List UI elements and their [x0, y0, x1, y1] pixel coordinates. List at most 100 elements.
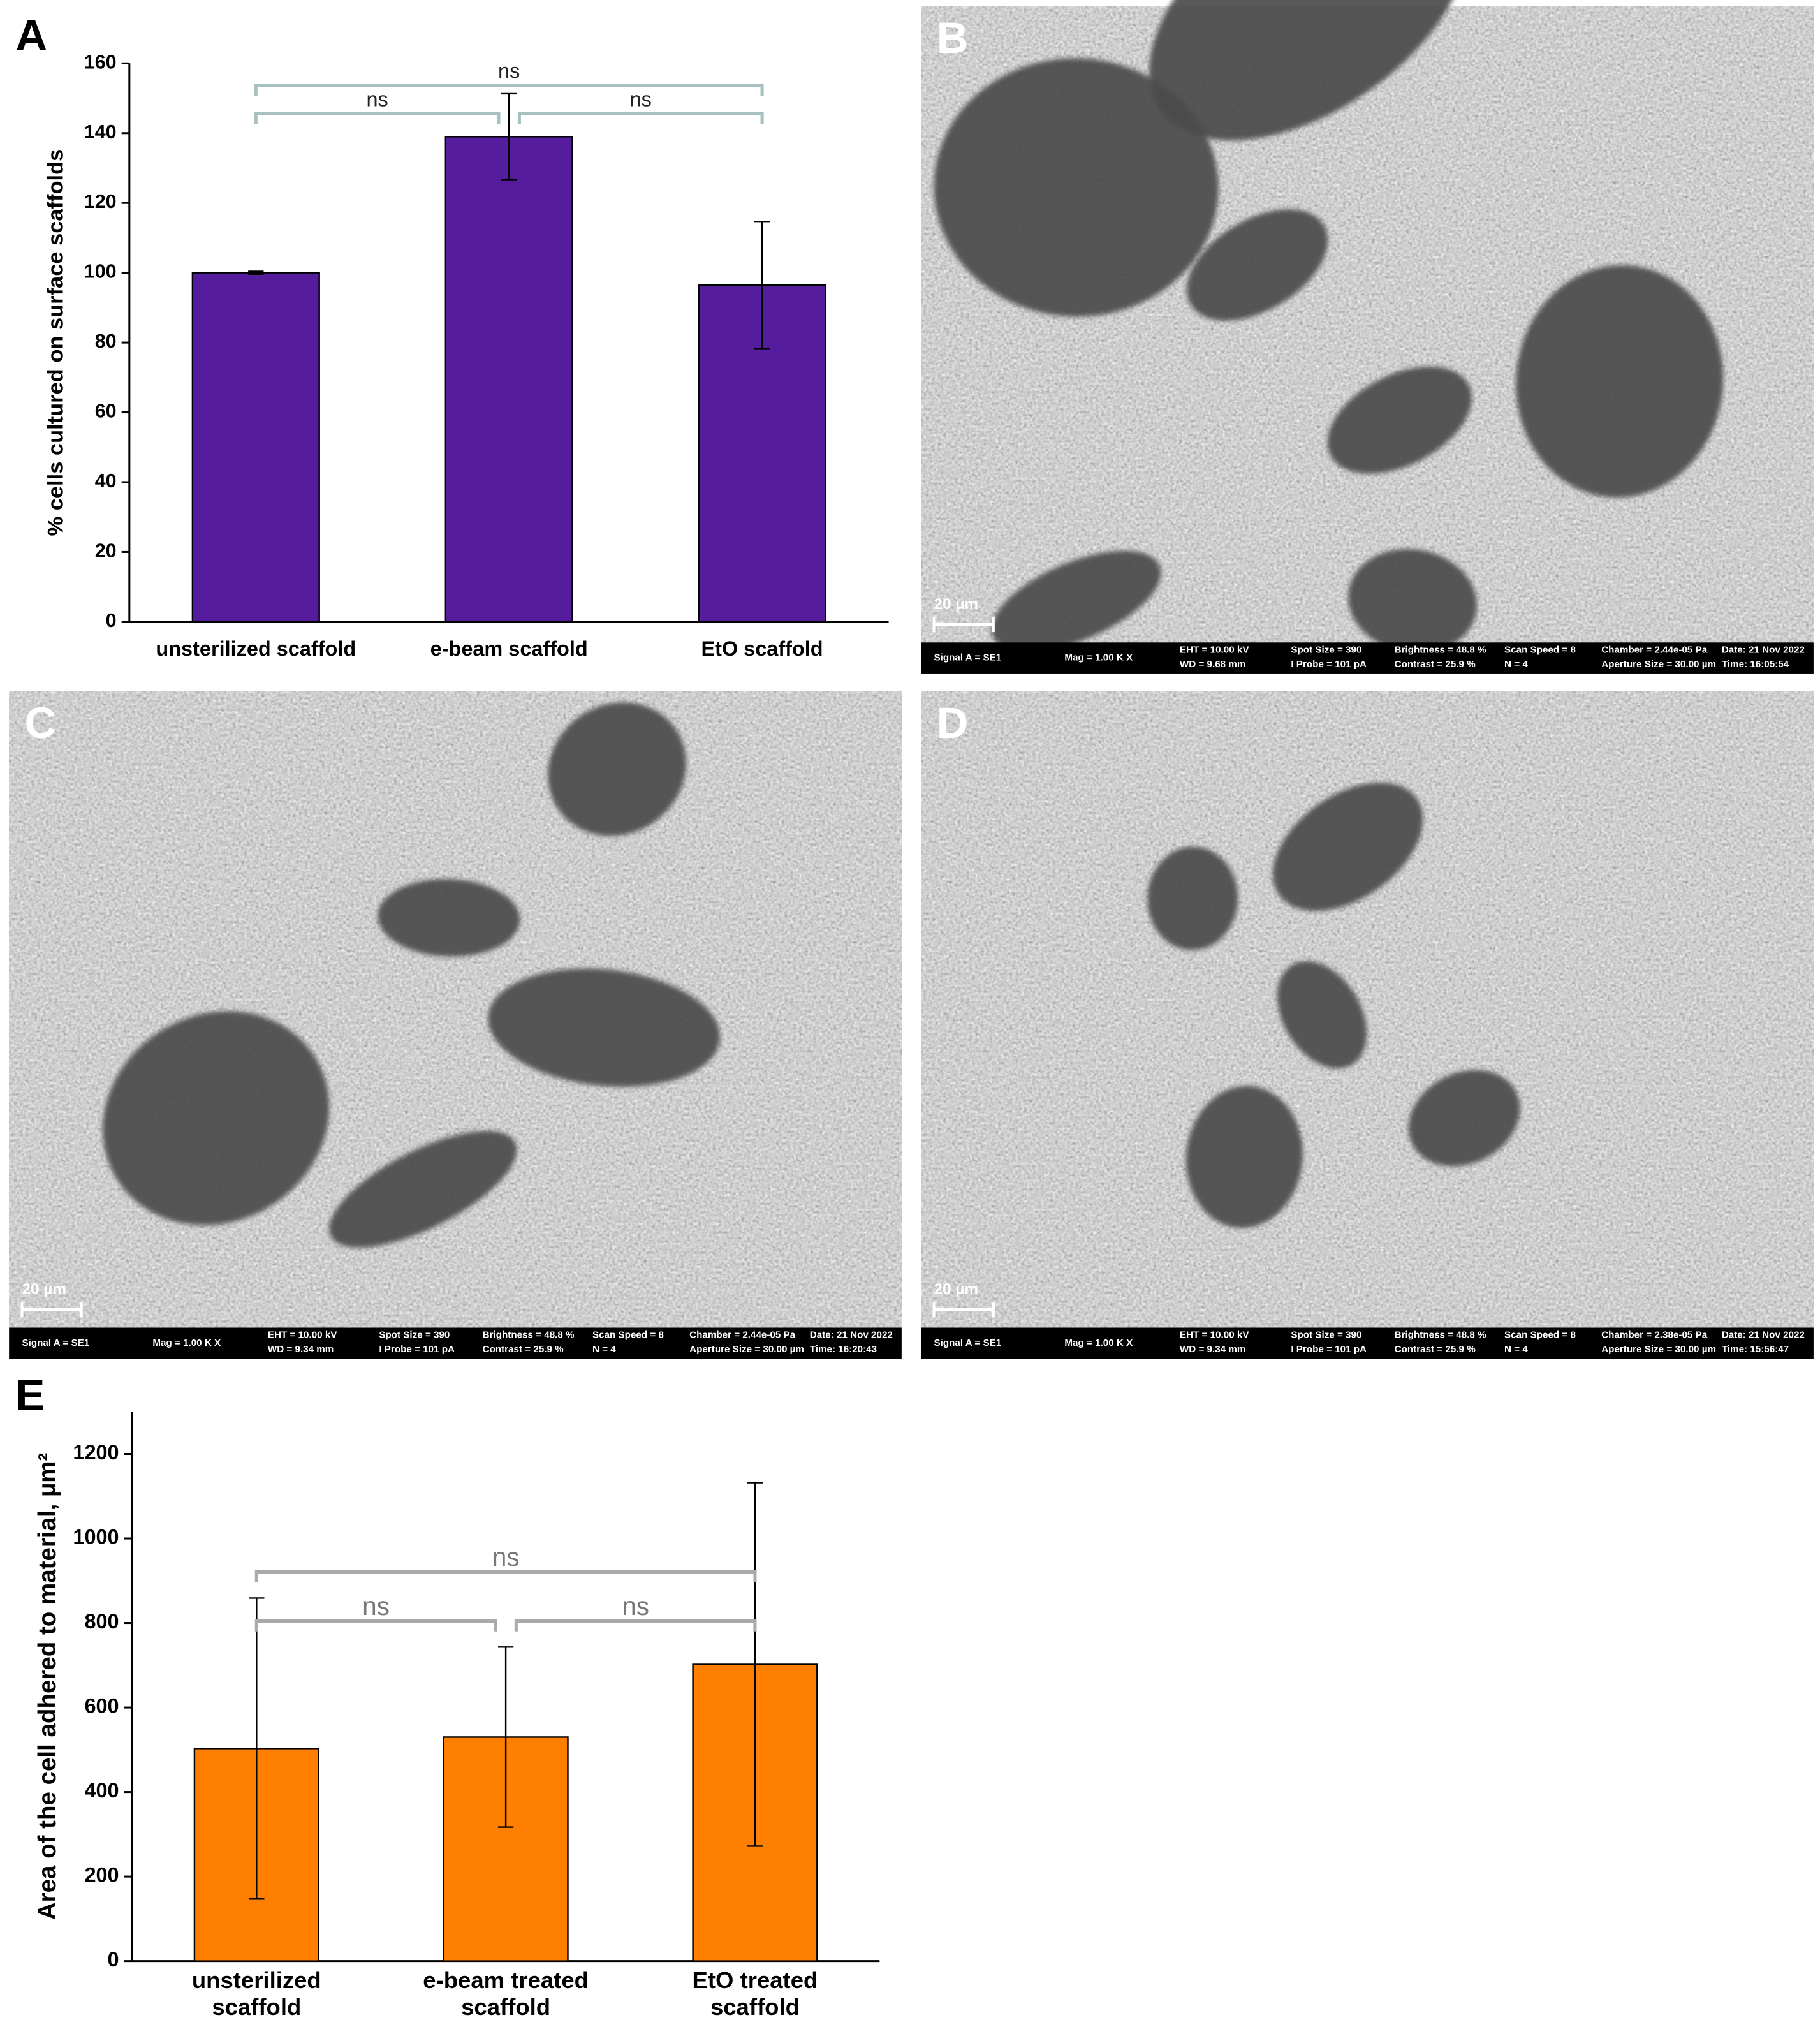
bar: [191, 272, 320, 623]
micrograph-image: [9, 691, 902, 1359]
y-tick-label: 140: [84, 121, 117, 143]
x-tick-label-line: scaffold: [710, 1994, 800, 2020]
info-text: Mag = 1.00 K X: [1064, 1338, 1133, 1348]
micrograph: Signal A = SE1 Mag = 1.00 K X EHT = 10.00 …: [921, 0, 1814, 674]
y-tick-label: 20: [95, 540, 117, 561]
y-tick-label: 200: [84, 1864, 119, 1887]
y-axis-label: Area of the cell adhered to material, µm…: [34, 1453, 61, 1920]
cell-shape: [1149, 0, 1469, 141]
y-tick-label: 600: [84, 1695, 119, 1718]
significance-label: ns: [622, 1591, 649, 1621]
panel-label: D: [937, 698, 969, 748]
info-text: Time: 16:20:43: [810, 1344, 877, 1355]
cell-shape: [1327, 366, 1472, 474]
cell-shape: [1408, 1070, 1520, 1167]
info-text: EHT = 10.00 kV: [268, 1330, 337, 1341]
cell-shape: [991, 550, 1161, 652]
x-tick-label: EtO treated scaffold: [693, 1967, 818, 2020]
info-text: Date: 21 Nov 2022: [1722, 644, 1805, 655]
significance-bracket: [254, 112, 501, 124]
info-text: Mag = 1.00 K X: [1064, 652, 1133, 663]
x-tick-label: unsterilized scaffold: [156, 637, 356, 660]
info-text: Brightness = 48.8 %: [1395, 644, 1486, 655]
panel-label: A: [15, 11, 47, 60]
cell-shape: [1147, 846, 1238, 950]
cell-shape: [488, 968, 721, 1087]
info-text: N = 4: [592, 1344, 616, 1355]
micrograph: Signal A = SE1 Mag = 1.00 K X EHT = 10.00 …: [9, 691, 902, 1359]
info-text: Scan Speed = 8: [592, 1330, 664, 1341]
info-text: I Probe = 101 pA: [379, 1344, 455, 1355]
y-tick-label: 80: [95, 330, 117, 352]
info-text: Contrast = 25.9 %: [1395, 1344, 1476, 1355]
y-tick-label: 1200: [73, 1441, 119, 1464]
x-tick-label-line: EtO treated: [693, 1967, 818, 1993]
info-text: Time: 16:05:54: [1722, 659, 1789, 670]
scale-bar-label: 20 µm: [934, 596, 978, 613]
info-text: I Probe = 101 pA: [1291, 1344, 1367, 1355]
info-text: Contrast = 25.9 %: [1395, 659, 1476, 670]
info-text: I Probe = 101 pA: [1291, 659, 1367, 670]
info-text: WD = 9.34 mm: [268, 1344, 334, 1355]
y-axis-label: % cells cultured on surface scaffolds: [43, 149, 68, 536]
cell-shape: [548, 702, 686, 836]
scale-bar-label: 20 µm: [22, 1281, 66, 1298]
y-tick-label: 0: [106, 610, 117, 631]
x-tick-label-line: scaffold: [461, 1994, 550, 2020]
panel-label: C: [25, 698, 57, 748]
info-text: WD = 9.34 mm: [1180, 1344, 1245, 1355]
info-text: EHT = 10.00 kV: [1180, 1330, 1249, 1341]
info-text: Spot Size = 390: [379, 1330, 450, 1341]
y-tick-label: 40: [95, 470, 117, 492]
info-text: Scan Speed = 8: [1504, 1330, 1576, 1341]
panel-label: E: [15, 1371, 45, 1420]
x-tick-label: e-beam treated scaffold: [423, 1967, 589, 2020]
info-text: Date: 21 Nov 2022: [810, 1330, 893, 1341]
x-tick-label-line: e-beam treated: [423, 1967, 589, 1993]
significance-label: ns: [630, 88, 652, 111]
info-bar: [921, 1327, 1814, 1359]
cell-shape: [1273, 782, 1423, 911]
info-text: Signal A = SE1: [934, 1338, 1002, 1348]
significance-label: ns: [366, 88, 388, 111]
info-text: Aperture Size = 30.00 µm: [689, 1344, 804, 1355]
info-text: EHT = 10.00 kV: [1180, 644, 1249, 655]
x-tick-label-line: unsterilized: [192, 1967, 321, 1993]
cell-shape: [1516, 265, 1724, 498]
info-text: Scan Speed = 8: [1504, 644, 1576, 655]
cell-shape: [1187, 209, 1328, 321]
info-bar: [9, 1327, 902, 1359]
info-text: N = 4: [1504, 1344, 1528, 1355]
info-text: Signal A = SE1: [934, 652, 1002, 663]
scale-bar: [932, 1301, 995, 1318]
x-tick-label: unsterilized scaffold: [192, 1967, 321, 2020]
y-tick-label: 60: [95, 401, 117, 422]
info-text: Brightness = 48.8 %: [483, 1330, 575, 1341]
significance-bracket: [254, 1619, 497, 1632]
info-text: Mag = 1.00 K X: [152, 1338, 221, 1348]
info-text: Date: 21 Nov 2022: [1722, 1330, 1805, 1341]
x-tick-label: e-beam scaffold: [430, 637, 588, 660]
info-bar: [921, 642, 1814, 674]
significance-bracket: [254, 1570, 757, 1582]
y-tick-label: 100: [84, 261, 117, 283]
info-text: Chamber = 2.44e-05 Pa: [689, 1330, 796, 1341]
cell-shape: [103, 1011, 330, 1225]
y-tick-label: 120: [84, 191, 117, 212]
info-text: WD = 9.68 mm: [1180, 659, 1245, 670]
cell-shape: [378, 879, 520, 957]
scale-bar: [20, 1301, 83, 1318]
y-tick-label: 0: [108, 1948, 119, 1971]
x-tick-label: EtO scaffold: [701, 637, 823, 660]
cell-shape: [934, 58, 1219, 317]
micrograph: Signal A = SE1 Mag = 1.00 K X EHT = 10.00 …: [921, 691, 1814, 1359]
info-text: Aperture Size = 30.00 µm: [1601, 1344, 1716, 1355]
info-text: Time: 15:56:47: [1722, 1344, 1789, 1355]
cell-shape: [1185, 1086, 1303, 1228]
significance-label: ns: [492, 1542, 520, 1572]
significance-label: ns: [498, 59, 520, 82]
info-text: Signal A = SE1: [22, 1338, 89, 1348]
